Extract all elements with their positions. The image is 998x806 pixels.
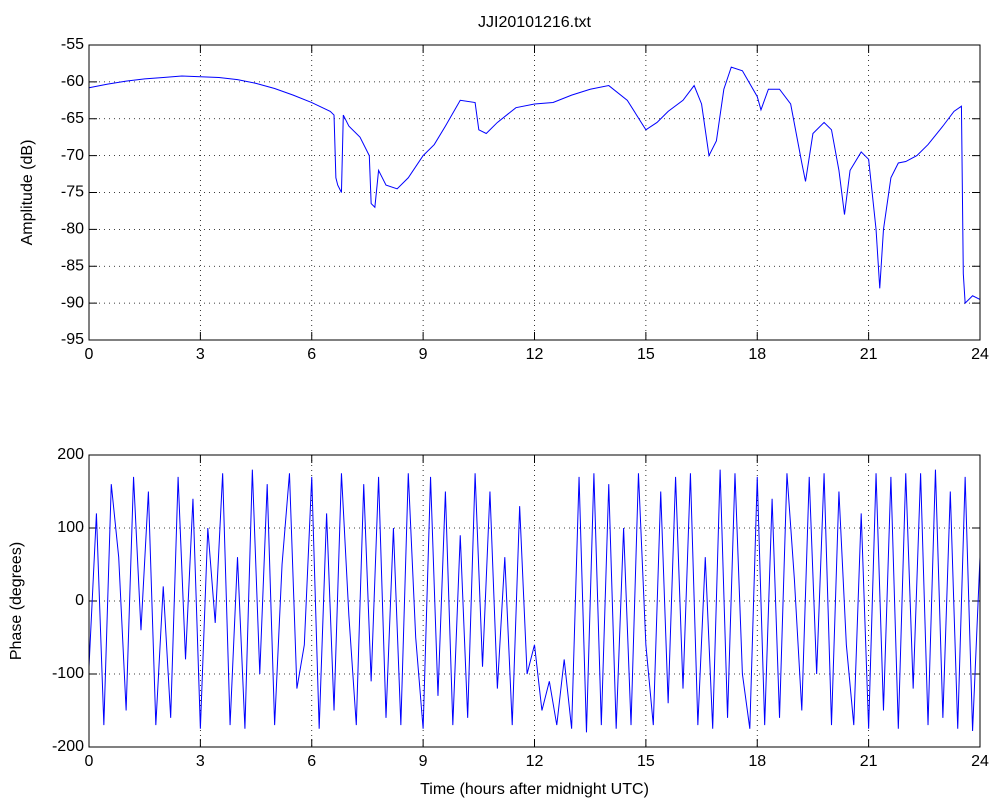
y-tick-label: -90 [61, 294, 84, 311]
y-tick-label: -75 [61, 184, 84, 201]
y-tick-label: -100 [52, 665, 84, 682]
x-tick-label: 12 [526, 346, 544, 363]
x-tick-label: 9 [419, 753, 428, 770]
x-tick-label: 15 [637, 753, 655, 770]
y-tick-label: -95 [61, 331, 84, 348]
y-axis-label: Amplitude (dB) [19, 140, 36, 246]
x-tick-label: 9 [419, 346, 428, 363]
x-tick-label: 18 [748, 753, 766, 770]
y-tick-label: -65 [61, 110, 84, 127]
y-tick-label: -55 [61, 36, 84, 53]
x-tick-label: 21 [860, 346, 878, 363]
x-tick-label: 6 [307, 346, 316, 363]
y-tick-label: 200 [57, 446, 84, 463]
y-tick-label: -60 [61, 73, 84, 90]
x-tick-label: 3 [196, 346, 205, 363]
y-tick-label: -85 [61, 257, 84, 274]
x-tick-label: 3 [196, 753, 205, 770]
x-tick-label: 12 [526, 753, 544, 770]
x-tick-label: 24 [971, 346, 989, 363]
x-tick-label: 0 [85, 346, 94, 363]
axes-frame [88, 44, 981, 341]
x-tick-label: 18 [748, 346, 766, 363]
y-tick-label: -80 [61, 221, 84, 238]
y-tick-label: 100 [57, 519, 84, 536]
x-axis-label: Time (hours after midnight UTC) [420, 781, 649, 798]
y-axis-label: Phase (degrees) [8, 542, 25, 660]
x-tick-label: 0 [85, 753, 94, 770]
y-tick-label: 0 [75, 592, 84, 609]
x-tick-label: 21 [860, 753, 878, 770]
y-tick-label: -200 [52, 738, 84, 755]
x-tick-label: 24 [971, 753, 989, 770]
x-tick-label: 15 [637, 346, 655, 363]
y-tick-label: -70 [61, 147, 84, 164]
chart-title: JJI20101216.txt [478, 14, 592, 31]
axes-frame [88, 454, 981, 748]
x-tick-label: 6 [307, 753, 316, 770]
data-line [88, 66, 981, 305]
data-line [88, 469, 981, 733]
